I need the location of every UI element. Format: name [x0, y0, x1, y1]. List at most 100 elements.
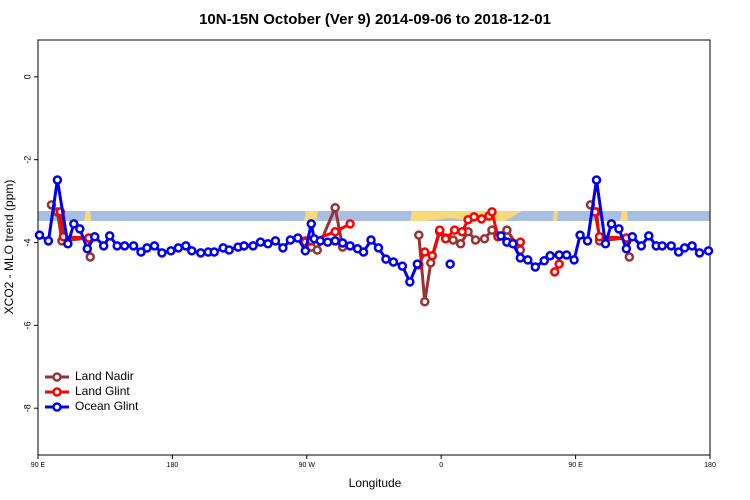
data-point: [345, 219, 355, 229]
data-point: [157, 248, 167, 258]
data-point: [98, 241, 109, 251]
data-point: [136, 247, 146, 257]
data-point: [306, 219, 317, 229]
data-point: [345, 241, 355, 251]
data-point: [679, 243, 690, 253]
data-point: [469, 212, 479, 222]
map-strip: [38, 211, 710, 221]
data-point: [657, 241, 667, 251]
series-line: [38, 178, 709, 284]
data-point: [166, 246, 176, 256]
data-point: [270, 236, 281, 246]
data-point: [388, 257, 399, 267]
data-point: [173, 243, 184, 253]
y-tick-label: -2: [22, 156, 32, 164]
data-point: [644, 231, 654, 241]
data-point: [575, 230, 585, 240]
data-point: [85, 252, 96, 262]
data-point: [263, 239, 273, 249]
data-point: [624, 252, 635, 262]
data-point: [300, 246, 311, 256]
data-point: [248, 241, 258, 251]
data-point: [285, 235, 296, 245]
data-point: [636, 241, 647, 251]
data-point: [420, 297, 430, 307]
data-point: [530, 262, 541, 272]
data-point: [515, 253, 526, 263]
data-point: [666, 241, 676, 251]
data-point: [479, 234, 490, 244]
data-point: [322, 237, 333, 247]
data-point: [614, 224, 624, 234]
y-tick-label: 0: [22, 74, 32, 79]
y-tick-label: -8: [22, 404, 32, 412]
data-point: [128, 241, 139, 251]
data-point: [209, 247, 219, 257]
data-point: [104, 231, 115, 241]
data-point: [515, 237, 526, 247]
data-point: [412, 259, 423, 269]
data-point: [487, 207, 497, 217]
data-point: [330, 236, 340, 246]
x-tick-label: 180: [167, 462, 179, 469]
data-point: [687, 241, 697, 251]
data-point: [330, 227, 340, 237]
data-point: [582, 236, 593, 246]
data-point: [549, 267, 560, 277]
data-point: [508, 239, 518, 249]
data-point: [694, 248, 705, 258]
data-point: [43, 236, 54, 246]
data-point: [621, 243, 632, 254]
data-point: [366, 235, 376, 245]
data-point: [312, 245, 323, 255]
data-point: [34, 230, 45, 240]
data-point: [397, 261, 408, 271]
y-tick-label: -4: [22, 239, 32, 247]
data-point: [373, 243, 384, 253]
data-point: [405, 277, 415, 287]
data-point: [358, 247, 369, 257]
data-point: [112, 241, 122, 251]
data-point: [427, 251, 437, 261]
x-tick-label: 0: [439, 462, 443, 469]
legend-label: Ocean Glint: [75, 399, 139, 413]
data-point: [455, 239, 466, 249]
x-tick-label: 90 E: [568, 462, 583, 469]
data-point: [239, 241, 249, 251]
data-point: [457, 227, 467, 237]
chart-title: 10N-15N October (Ver 9) 2014-09-06 to 20…: [199, 11, 551, 28]
data-point: [476, 214, 487, 224]
legend-swatch-point: [52, 402, 62, 412]
data-point: [142, 243, 152, 253]
data-point: [594, 231, 605, 242]
data-point: [449, 225, 460, 235]
data-point: [330, 202, 340, 213]
data-point: [63, 239, 73, 249]
data-point: [440, 234, 451, 244]
y-tick-label: -6: [22, 321, 32, 329]
data-point: [545, 251, 555, 261]
legend-label: Land Glint: [75, 384, 130, 398]
data-point: [293, 233, 303, 243]
data-point: [414, 230, 424, 240]
x-tick-label: 90 W: [299, 462, 316, 469]
data-point: [554, 250, 564, 260]
data-point: [523, 255, 533, 265]
data-point: [420, 247, 430, 257]
data-point: [673, 247, 684, 257]
data-point: [337, 238, 348, 248]
data-point: [89, 231, 100, 242]
data-point: [448, 235, 458, 245]
data-point: [554, 259, 564, 269]
data-point: [539, 256, 549, 266]
x-tick-label: 90 E: [31, 462, 46, 469]
data-point: [278, 243, 288, 253]
data-point: [149, 241, 160, 251]
data-point: [187, 246, 197, 256]
data-point: [381, 254, 391, 264]
data-point: [224, 245, 234, 255]
data-point: [315, 236, 325, 246]
x-axis-label: Longitude: [349, 476, 402, 490]
